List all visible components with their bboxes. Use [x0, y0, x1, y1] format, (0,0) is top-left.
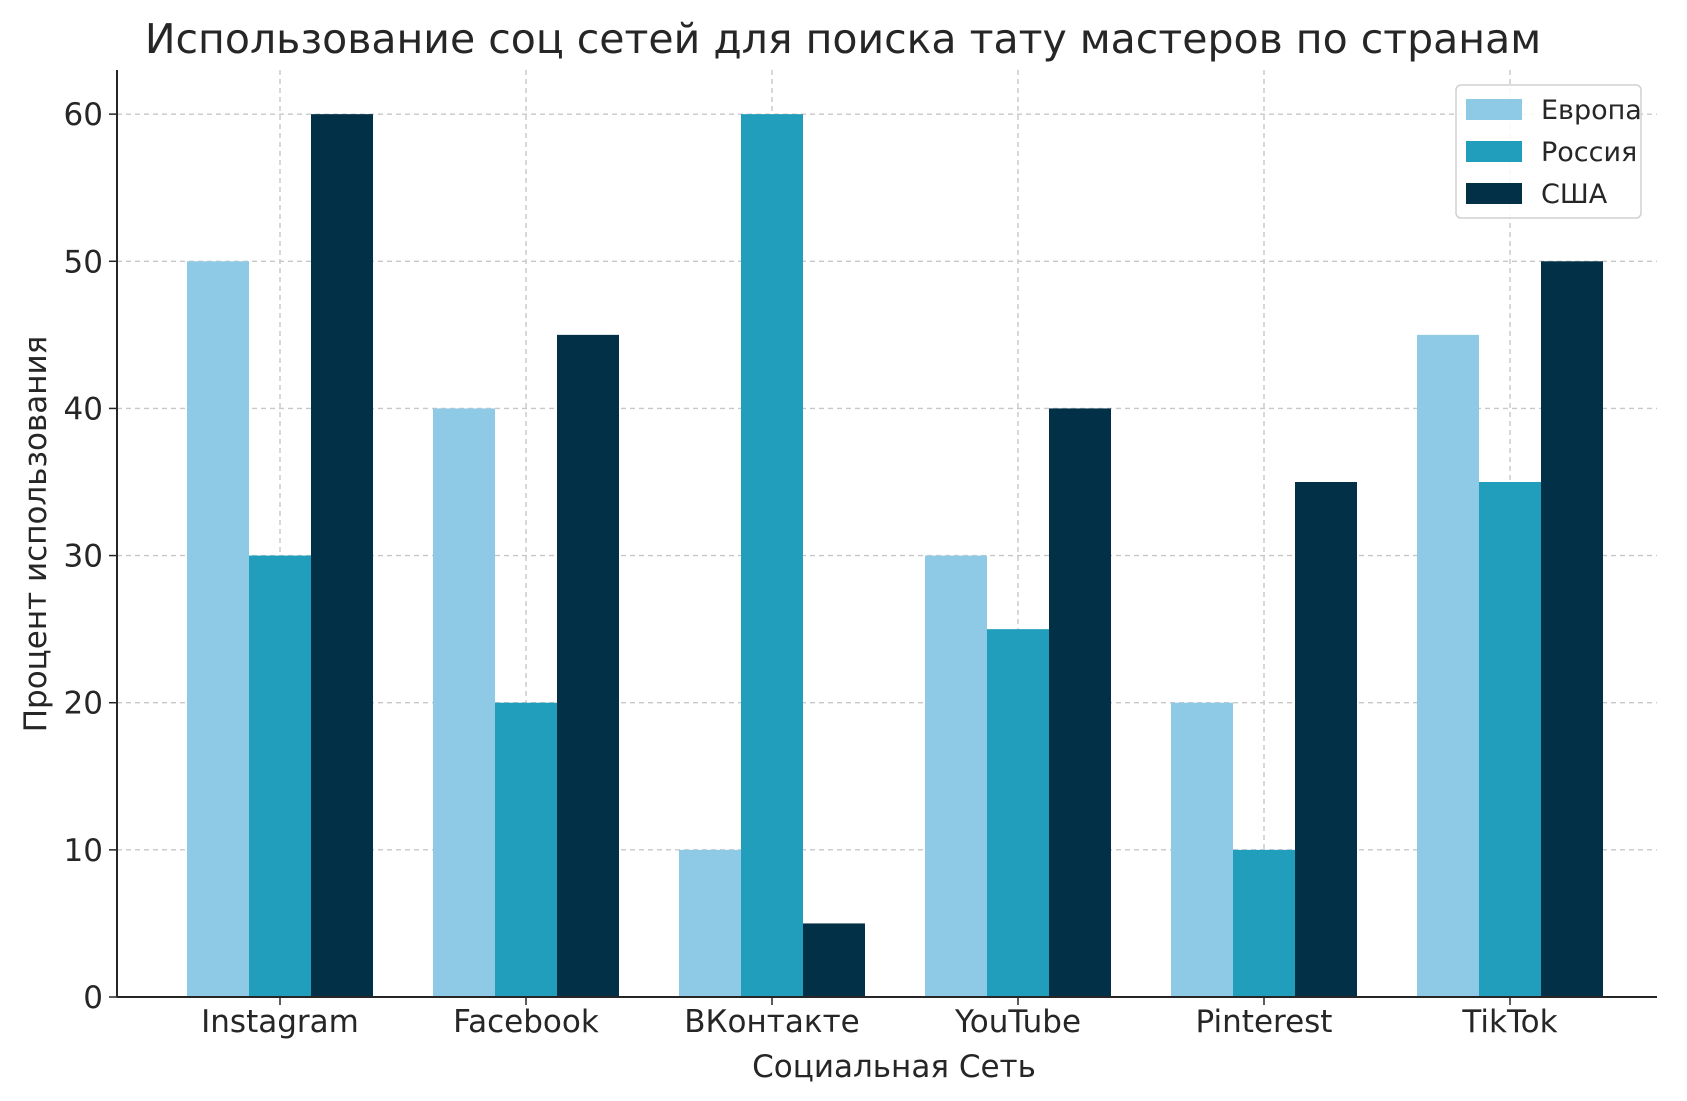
legend-label: Европа	[1541, 95, 1642, 126]
bars-layer	[187, 114, 1603, 997]
legend-swatch	[1466, 141, 1522, 162]
legend-swatch	[1466, 183, 1522, 204]
x-tick-label: Pinterest	[1196, 1004, 1333, 1040]
bar-США-YouTube	[1049, 408, 1111, 997]
x-tick-label: Instagram	[201, 1004, 359, 1040]
y-tick-label: 30	[64, 539, 103, 575]
y-tick-label: 0	[83, 980, 103, 1016]
bar-Европа-TikTok	[1417, 334, 1479, 997]
y-tick-label: 20	[64, 686, 103, 722]
bar-США-Pinterest	[1295, 482, 1357, 997]
axes-layer	[116, 70, 1657, 998]
y-tick-label: 60	[64, 97, 103, 133]
bar-Европа-Facebook	[433, 408, 495, 997]
y-tick-label: 40	[64, 391, 103, 427]
x-tick-label: Facebook	[453, 1004, 599, 1040]
y-axis-label: Процент использования	[18, 336, 54, 733]
bar-Европа-Instagram	[187, 261, 249, 997]
bar-США-ВКонтакте	[803, 923, 865, 997]
bar-Европа-YouTube	[925, 555, 987, 997]
x-tick-label: ВКонтакте	[684, 1004, 859, 1040]
bar-США-TikTok	[1541, 261, 1603, 997]
bar-Европа-ВКонтакте	[679, 849, 741, 997]
legend-label: США	[1541, 179, 1608, 210]
x-tick-label: TikTok	[1461, 1004, 1557, 1040]
x-tick-label: YouTube	[954, 1004, 1081, 1040]
bar-Россия-YouTube	[987, 629, 1049, 997]
bar-США-Facebook	[557, 334, 619, 997]
legend: Европа Россия США	[1455, 84, 1642, 219]
bar-Россия-TikTok	[1479, 482, 1541, 997]
y-tick-label: 50	[64, 244, 103, 280]
bar-США-Instagram	[311, 114, 373, 997]
legend-swatch	[1466, 99, 1522, 120]
chart-title: Использование соц сетей для поиска тату …	[145, 15, 1541, 63]
x-axis-label: Социальная Сеть	[752, 1049, 1036, 1085]
ticks-layer: 0 10 20 30 40 50 60 Instagram Facebook ВКонтакте Y…	[64, 97, 1558, 1040]
bar-Россия-Pinterest	[1233, 849, 1295, 997]
y-tick-label: 10	[64, 833, 103, 869]
bar-Россия-Instagram	[249, 555, 311, 997]
bar-Европа-Pinterest	[1171, 702, 1233, 997]
bar-Россия-ВКонтакте	[741, 114, 803, 997]
legend-label: Россия	[1541, 137, 1637, 168]
bar-Россия-Facebook	[495, 702, 557, 997]
